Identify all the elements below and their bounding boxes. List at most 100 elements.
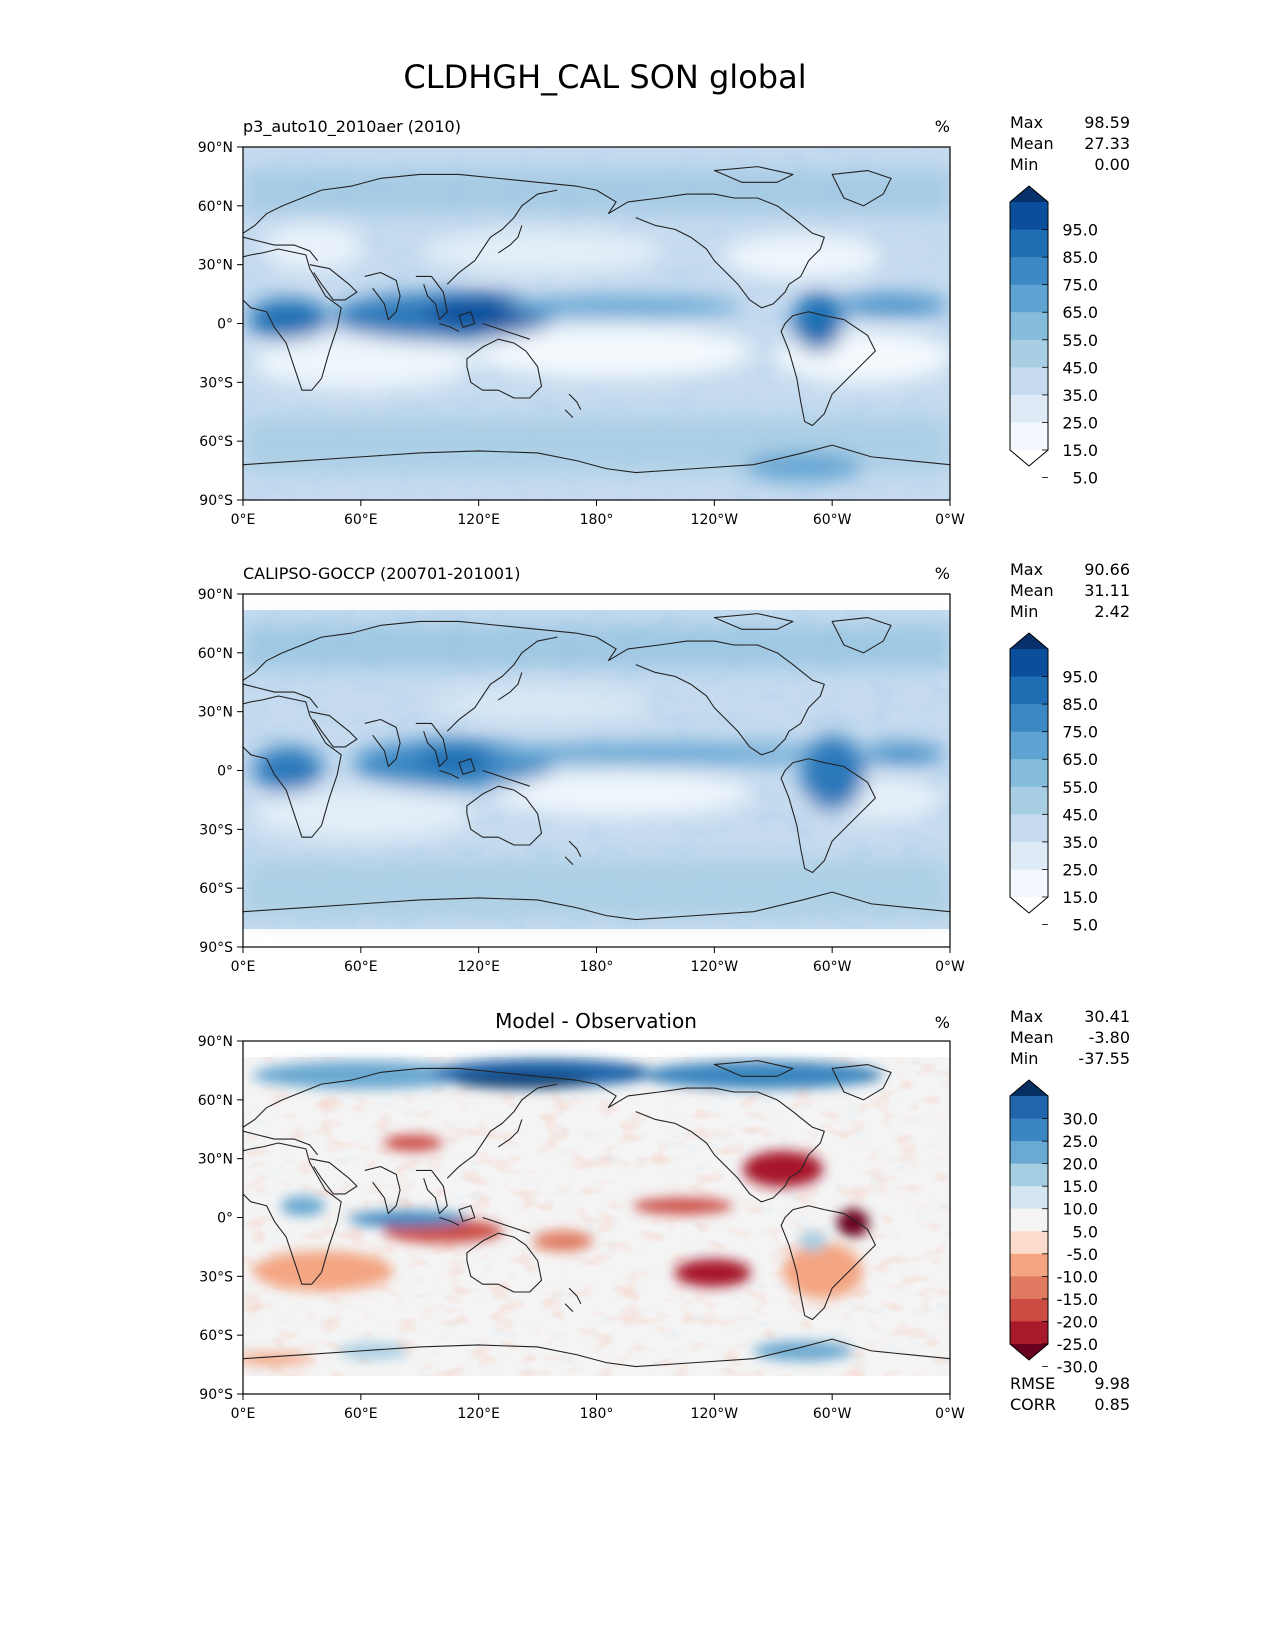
colorbar-label: -20.0 [1057, 1312, 1098, 1331]
y-tick-label: 30°S [199, 375, 233, 391]
colorbar-swatch [1010, 422, 1048, 451]
x-tick-label: 180° [580, 959, 614, 975]
panel-title: Model - Observation [495, 1009, 697, 1033]
colorbar-swatch [1010, 202, 1048, 231]
x-tick-label: 120°W [691, 1406, 739, 1422]
y-tick-label: 30°S [199, 1269, 233, 1285]
colorbar-extend-min [1010, 897, 1048, 913]
y-tick-label: 60°N [198, 199, 233, 215]
colorbar-label: 15.0 [1062, 888, 1098, 907]
colorbar-label: -15.0 [1057, 1290, 1098, 1309]
colorbar-label: 10.0 [1062, 1200, 1098, 1219]
stat-value: 2.42 [1094, 602, 1130, 621]
stat-value: 31.11 [1084, 581, 1130, 600]
stat-value: 27.33 [1084, 134, 1130, 153]
colorbar-label: 75.0 [1062, 276, 1098, 295]
colorbar-label: 25.0 [1062, 413, 1098, 432]
metric-label: CORR [1010, 1395, 1056, 1414]
colorbar-label: 15.0 [1062, 441, 1098, 460]
colorbar-swatch [1010, 1231, 1048, 1255]
colorbar-swatch [1010, 814, 1048, 843]
stat-label: Min [1010, 155, 1038, 174]
stat-label: Min [1010, 1049, 1038, 1068]
colorbar-label: -30.0 [1057, 1358, 1098, 1377]
x-tick-label: 0°W [935, 512, 965, 528]
colorbar-swatch [1010, 759, 1048, 788]
colorbar-label: 45.0 [1062, 358, 1098, 377]
stat-value: 98.59 [1084, 113, 1130, 132]
y-tick-label: 0° [217, 1211, 233, 1227]
y-tick-label: 60°S [199, 881, 233, 897]
x-tick-label: 60°W [813, 959, 852, 975]
metric-value: 9.98 [1094, 1374, 1130, 1393]
x-tick-label: 60°W [813, 1406, 852, 1422]
metric-label: RMSE [1010, 1374, 1055, 1393]
y-tick-label: 90°N [198, 587, 233, 603]
stat-value: -37.55 [1078, 1049, 1130, 1068]
y-tick-label: 90°N [198, 140, 233, 156]
colorbar-swatch [1010, 1321, 1048, 1345]
colorbar-extend-min [1010, 1344, 1048, 1360]
y-tick-label: 30°S [199, 822, 233, 838]
generated-axes: 0°E 60°E 120°E 180° 120°W 60°W 0°W 90°N 60°N 30°N… [198, 113, 1130, 1422]
x-tick-label: 120°E [457, 512, 500, 528]
stat-label: Max [1010, 113, 1043, 132]
colorbar-label: 45.0 [1062, 805, 1098, 824]
colorbar-label: 5.0 [1073, 469, 1098, 488]
colorbar-swatch [1010, 284, 1048, 313]
units-label: % [935, 117, 950, 136]
colorbar-label: 30.0 [1062, 1110, 1098, 1129]
stat-value: 90.66 [1084, 560, 1130, 579]
colorbar-label: 35.0 [1062, 833, 1098, 852]
colorbar-label: 25.0 [1062, 860, 1098, 879]
x-tick-label: 60°E [344, 959, 378, 975]
units-label: % [935, 564, 950, 583]
x-tick-label: 180° [580, 1406, 614, 1422]
colorbar-label: 65.0 [1062, 303, 1098, 322]
colorbar-extend-max [1010, 633, 1048, 649]
stat-label: Mean [1010, 581, 1054, 600]
x-tick-label: 0°W [935, 959, 965, 975]
stat-label: Mean [1010, 134, 1054, 153]
x-tick-label: 0°E [231, 1406, 256, 1422]
colorbar-swatch [1010, 394, 1048, 424]
stat-label: Max [1010, 560, 1043, 579]
colorbar-extend-min [1010, 450, 1048, 466]
colorbar-swatch [1010, 1208, 1048, 1232]
colorbar-label: -10.0 [1057, 1267, 1098, 1286]
y-tick-label: 90°S [199, 940, 233, 956]
colorbar-label: 35.0 [1062, 386, 1098, 405]
colorbar-label: 85.0 [1062, 248, 1098, 267]
colorbar-swatch [1010, 1163, 1048, 1187]
colorbar-swatch [1010, 229, 1048, 258]
colorbar-swatch [1010, 312, 1048, 341]
colorbar-swatch [1010, 704, 1048, 733]
y-tick-label: 0° [217, 317, 233, 333]
colorbar-label: -25.0 [1057, 1335, 1098, 1354]
stat-label: Max [1010, 1007, 1043, 1026]
colorbar-label: 65.0 [1062, 750, 1098, 769]
y-tick-label: 90°S [199, 493, 233, 509]
y-tick-label: 60°S [199, 434, 233, 450]
colorbar-label: 95.0 [1062, 668, 1098, 687]
colorbar-swatch [1010, 1253, 1048, 1277]
colorbar-swatch [1010, 676, 1048, 705]
y-tick-label: 60°N [198, 1093, 233, 1109]
panel-title: p3_auto10_2010aer (2010) [243, 117, 461, 137]
colorbar-label: 85.0 [1062, 695, 1098, 714]
x-tick-label: 60°W [813, 512, 852, 528]
stat-value: -3.80 [1089, 1028, 1130, 1047]
metric-value: 0.85 [1094, 1395, 1130, 1414]
colorbar-swatch [1010, 367, 1048, 396]
colorbar-swatch [1010, 786, 1048, 815]
y-tick-label: 60°S [199, 1328, 233, 1344]
colorbar-swatch [1010, 1096, 1048, 1120]
x-tick-label: 180° [580, 512, 614, 528]
y-tick-label: 90°S [199, 1387, 233, 1403]
colorbar-swatch [1010, 257, 1048, 286]
x-tick-label: 120°E [457, 959, 500, 975]
colorbar-swatch [1010, 339, 1048, 368]
panel-model: p3_auto10_2010aer (2010) % [242, 117, 951, 501]
colorbar-swatch [1010, 1186, 1048, 1210]
